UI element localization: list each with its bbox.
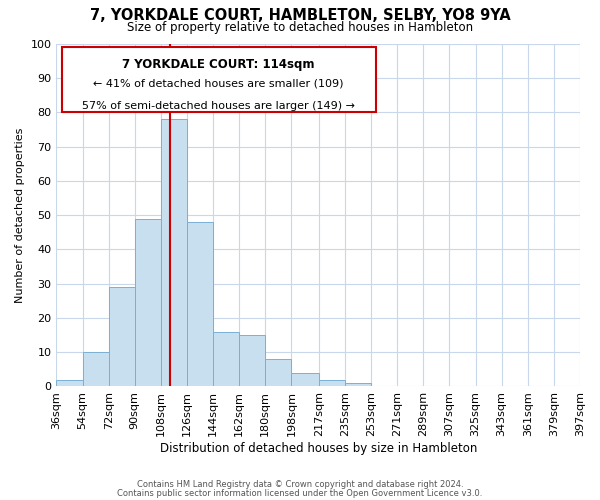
Bar bbox=[187, 222, 213, 386]
Text: Contains HM Land Registry data © Crown copyright and database right 2024.: Contains HM Land Registry data © Crown c… bbox=[137, 480, 463, 489]
Text: 7, YORKDALE COURT, HAMBLETON, SELBY, YO8 9YA: 7, YORKDALE COURT, HAMBLETON, SELBY, YO8… bbox=[89, 8, 511, 22]
Bar bbox=[135, 218, 161, 386]
Text: 7 YORKDALE COURT: 114sqm: 7 YORKDALE COURT: 114sqm bbox=[122, 58, 315, 70]
Bar bbox=[109, 287, 135, 386]
Text: ← 41% of detached houses are smaller (109): ← 41% of detached houses are smaller (10… bbox=[94, 78, 344, 88]
X-axis label: Distribution of detached houses by size in Hambleton: Distribution of detached houses by size … bbox=[160, 442, 477, 455]
Text: 57% of semi-detached houses are larger (149) →: 57% of semi-detached houses are larger (… bbox=[82, 100, 355, 110]
Bar bbox=[265, 359, 292, 386]
FancyBboxPatch shape bbox=[62, 48, 376, 112]
Text: Size of property relative to detached houses in Hambleton: Size of property relative to detached ho… bbox=[127, 21, 473, 34]
Bar bbox=[239, 335, 265, 386]
Bar bbox=[319, 380, 345, 386]
Bar bbox=[161, 120, 187, 386]
Bar bbox=[56, 380, 83, 386]
Bar bbox=[292, 373, 319, 386]
Text: Contains public sector information licensed under the Open Government Licence v3: Contains public sector information licen… bbox=[118, 489, 482, 498]
Bar bbox=[345, 383, 371, 386]
Bar bbox=[213, 332, 239, 386]
Bar bbox=[83, 352, 109, 386]
Y-axis label: Number of detached properties: Number of detached properties bbox=[15, 128, 25, 303]
